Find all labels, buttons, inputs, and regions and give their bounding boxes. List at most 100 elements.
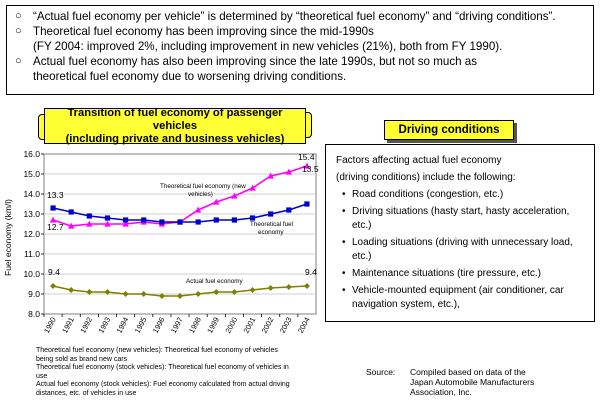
data-point <box>213 217 219 223</box>
x-tick-label: 2001 <box>242 316 258 335</box>
x-tick-label: 1992 <box>78 316 94 335</box>
source-line: Association, Inc. <box>410 387 472 397</box>
data-point <box>141 217 147 223</box>
x-tick-label: 1998 <box>187 316 203 335</box>
data-point <box>249 287 256 293</box>
circle-bullet-icon: ○ <box>15 10 22 22</box>
x-tick-label: 2004 <box>296 316 312 335</box>
data-point <box>285 284 292 290</box>
data-point <box>68 222 75 229</box>
driving-factor-list: • Road conditions (congestion, etc.) • Dri… <box>336 188 586 312</box>
note-line: Theoretical fuel economy (new vehicles):… <box>36 347 278 354</box>
list-item: • Loading situations (driving with unnece… <box>336 236 586 264</box>
source-line: Compiled based on data of the <box>410 367 526 377</box>
data-point <box>50 283 57 289</box>
series-label-theoretical: Theoretical fuel <box>250 221 293 228</box>
data-label-actual-end: 9.4 <box>305 267 317 277</box>
x-tick-label: 1995 <box>133 316 149 335</box>
data-label-theoretical-start: 13.3 <box>47 190 64 200</box>
bullet-icon: • <box>342 189 346 200</box>
x-tick-label: 1997 <box>169 316 185 335</box>
y-tick-label: 11.0 <box>24 249 40 259</box>
x-tick-label: 1993 <box>96 316 112 335</box>
x-tick-label: 1990 <box>42 316 58 335</box>
y-tick-label: 10.0 <box>23 269 40 279</box>
chart-title-text: Transition of fuel economy of passenger … <box>65 106 285 145</box>
driving-intro-line2: (driving conditions) include the followi… <box>336 172 516 183</box>
fuel-economy-chart: 8.09.010.011.012.013.014.015.016.0 1990 1… <box>3 149 319 335</box>
summary-text: “Actual fuel economy per vehicle” is det… <box>33 10 556 23</box>
source-line: Japan Automobile Manufacturers <box>410 377 535 387</box>
series-label-actual: Actual fuel economy <box>186 278 244 285</box>
list-item-text: Driving situations (hasty start, hasty a… <box>352 206 570 231</box>
bullet-icon: • <box>342 285 346 296</box>
data-point <box>231 217 237 223</box>
summary-bullet: ○ Actual fuel economy has also been impr… <box>15 54 587 84</box>
data-point <box>68 287 75 293</box>
summary-box: ○ “Actual fuel economy per vehicle” is d… <box>6 5 594 95</box>
data-point <box>286 207 292 213</box>
y-tick-label: 9.0 <box>28 289 40 299</box>
series-label-new-2: vehicles) <box>188 191 213 198</box>
list-item: • Road conditions (congestion, etc.) <box>336 188 586 202</box>
data-point <box>86 220 93 227</box>
data-point <box>122 291 129 297</box>
x-tick-label: 2003 <box>278 316 294 335</box>
data-label-new-end: 15.4 <box>298 152 315 162</box>
data-point <box>267 285 274 291</box>
data-point <box>86 289 93 295</box>
data-point <box>249 184 256 191</box>
y-tick-label: 12.0 <box>23 229 40 239</box>
driving-conditions-box: Factors affecting actual fuel economy (d… <box>325 144 595 322</box>
data-point <box>104 215 111 221</box>
data-point <box>303 162 311 169</box>
y-tick-label: 16.0 <box>23 149 40 159</box>
note-line: distances, etc. of vehicles in use <box>36 389 137 397</box>
series-group <box>49 162 311 299</box>
circle-bullet-icon: ○ <box>15 25 22 37</box>
data-point <box>303 283 310 289</box>
data-label-new-start: 12.7 <box>47 222 64 232</box>
data-point <box>86 213 92 219</box>
chart-title-scroll: Transition of fuel economy of passenger … <box>36 106 314 145</box>
x-tick-label: 1994 <box>115 316 131 335</box>
x-tick-label: 1996 <box>151 316 167 335</box>
data-point <box>50 205 56 211</box>
chart-title: Transition of fuel economy of passenger … <box>44 106 306 145</box>
data-point <box>213 289 220 295</box>
summary-text: Actual fuel economy has also been improv… <box>33 55 478 83</box>
data-point <box>49 216 57 223</box>
bullet-icon: • <box>342 268 346 279</box>
list-item-text: Loading situations (driving with unneces… <box>352 237 573 262</box>
note-line: Actual fuel economy (stock vehicles): Fu… <box>36 381 290 389</box>
bullet-icon: • <box>342 237 346 248</box>
data-point <box>231 192 238 199</box>
x-axis-ticks: 1990 1991 1992 1993 1994 1995 1996 1997 1998 1999… <box>42 314 312 335</box>
driving-conditions-title: Driving conditions <box>384 120 514 140</box>
data-point <box>123 217 129 223</box>
data-point <box>177 293 183 299</box>
list-item-text: Vehicle-mounted equipment (air condition… <box>352 285 564 310</box>
data-point <box>104 289 111 295</box>
y-tick-label: 15.0 <box>23 169 40 179</box>
y-axis-ticks: 8.0 9.0 10.0 11.0 12.0 13.0 14.0 15.0 16.0 <box>23 149 44 319</box>
source-label: Source: <box>366 367 396 377</box>
note-line: use <box>36 372 48 380</box>
data-label-actual-start: 9.4 <box>48 267 60 277</box>
source-citation: Source: Compiled based on data of the Ja… <box>366 367 586 397</box>
series-label-theoretical-2: economy <box>258 229 284 236</box>
y-tick-label: 8.0 <box>28 309 40 319</box>
grid-lines <box>44 173 316 295</box>
list-item-text: Maintenance situations (tire pressure, e… <box>352 268 541 279</box>
chart-notes: Theoretical fuel economy (new vehicles):… <box>36 347 336 399</box>
data-point <box>159 219 165 225</box>
x-tick-label: 1999 <box>205 316 221 335</box>
data-label-theoretical-end: 13.5 <box>302 164 319 174</box>
x-tick-label: 1991 <box>60 316 76 335</box>
data-point <box>213 198 220 205</box>
y-tick-label: 14.0 <box>23 189 40 199</box>
list-item: • Maintenance situations (tire pressure, … <box>336 267 586 281</box>
x-tick-label: 2002 <box>260 316 276 335</box>
list-item: • Vehicle-mounted equipment (air conditio… <box>336 284 586 312</box>
data-point <box>122 220 129 227</box>
